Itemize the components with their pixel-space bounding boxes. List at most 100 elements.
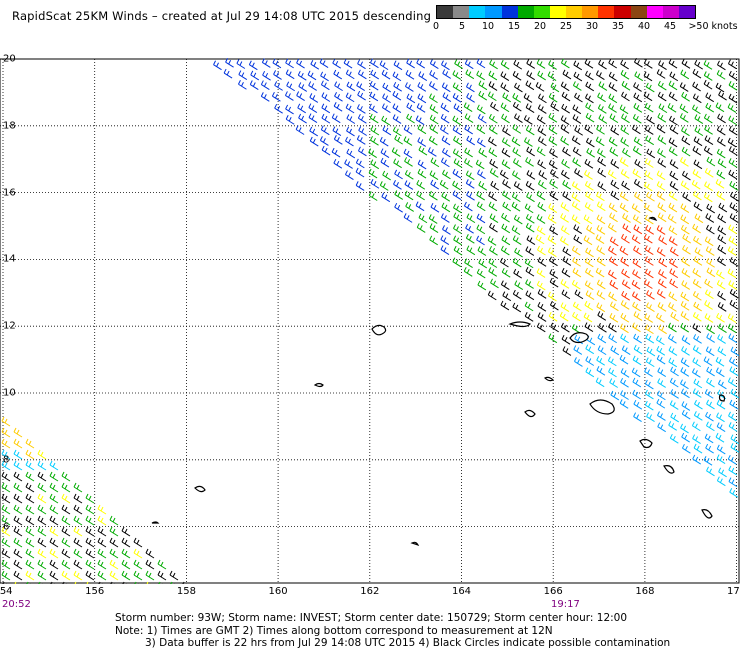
wind-barb xyxy=(657,135,667,145)
wind-barb xyxy=(61,504,71,515)
wind-barb xyxy=(597,167,607,178)
wind-barb xyxy=(717,334,726,344)
wind-barb xyxy=(728,422,738,432)
wind-barb xyxy=(706,377,715,388)
wind-barb xyxy=(668,291,678,302)
island xyxy=(410,541,420,547)
wind-barb xyxy=(657,302,667,312)
wind-barb xyxy=(370,159,380,170)
wind-barb xyxy=(502,291,512,302)
wind-barb xyxy=(727,137,737,148)
wind-barb xyxy=(669,400,679,410)
wind-barb xyxy=(309,93,319,103)
wind-barb xyxy=(549,179,558,189)
wind-barb xyxy=(658,324,667,335)
wind-barb xyxy=(644,245,654,255)
wind-barb xyxy=(394,202,403,213)
wind-barb xyxy=(621,268,630,279)
wind-barb xyxy=(85,570,95,581)
wind-barb xyxy=(669,258,678,269)
wind-barb xyxy=(511,201,521,212)
wind-barb xyxy=(727,59,737,70)
wind-barb xyxy=(333,69,343,80)
wind-barb xyxy=(538,170,548,180)
wind-barb xyxy=(428,135,438,146)
wind-barb xyxy=(110,581,115,584)
footer-storm-info: Storm number: 93W; Storm name: INVEST; S… xyxy=(115,612,628,624)
wind-barb xyxy=(49,493,59,504)
wind-barb xyxy=(657,202,667,213)
wind-barb xyxy=(466,93,475,103)
wind-barb xyxy=(308,81,317,91)
wind-barb xyxy=(453,135,462,146)
wind-barb xyxy=(730,388,740,399)
wind-barb xyxy=(549,148,558,158)
wind-barb xyxy=(368,148,377,159)
wind-barb xyxy=(573,345,583,355)
wind-barb xyxy=(561,103,570,114)
wind-barb xyxy=(441,135,451,146)
wind-barb xyxy=(717,244,727,255)
wind-barb xyxy=(525,103,535,114)
wind-barb xyxy=(716,169,726,180)
wind-barb xyxy=(381,192,391,203)
wind-barb xyxy=(728,81,738,91)
wind-barb xyxy=(715,432,725,443)
wind-barb xyxy=(453,158,463,168)
time-left: 20:52 xyxy=(2,599,31,610)
wind-barb xyxy=(644,170,654,180)
wind-barb xyxy=(693,235,702,246)
wind-barb xyxy=(145,570,155,581)
wind-barb xyxy=(560,202,570,212)
wind-barb xyxy=(511,136,521,147)
island xyxy=(524,409,536,418)
wind-barb xyxy=(416,223,426,233)
wind-barb xyxy=(585,367,595,378)
lon-label: 160 xyxy=(268,586,288,597)
wind-barb xyxy=(73,504,83,515)
wind-barb xyxy=(644,102,654,113)
wind-barb xyxy=(657,278,667,289)
lon-label: 162 xyxy=(360,586,380,597)
wind-barb xyxy=(550,169,559,179)
wind-barb xyxy=(466,190,475,201)
wind-barb xyxy=(692,291,702,301)
wind-barb xyxy=(465,69,475,80)
wind-barb xyxy=(656,345,666,356)
wind-barb xyxy=(691,368,701,378)
wind-barb xyxy=(536,190,546,201)
wind-barb xyxy=(595,136,605,147)
wind-barb xyxy=(321,145,331,156)
lat-label: 8 xyxy=(3,454,10,466)
wind-barb xyxy=(61,548,71,559)
time-right: 19:17 xyxy=(551,599,580,610)
wind-barb xyxy=(573,234,583,245)
wind-barb xyxy=(632,124,641,135)
wind-barb xyxy=(571,279,581,290)
wind-barb xyxy=(668,225,678,236)
wind-barb xyxy=(573,224,583,235)
wind-barb xyxy=(703,145,713,156)
wind-barb xyxy=(319,58,329,68)
wind-barb xyxy=(633,412,642,423)
wind-barb xyxy=(453,103,463,114)
wind-barb xyxy=(621,290,630,301)
wind-barb xyxy=(285,58,294,69)
wind-barb xyxy=(562,69,572,80)
wind-barb xyxy=(607,356,617,367)
wind-barb xyxy=(621,91,630,102)
wind-barb xyxy=(490,180,500,191)
wind-barb xyxy=(466,245,476,256)
wind-barb xyxy=(633,103,643,113)
wind-barb xyxy=(597,104,607,114)
wind-barb xyxy=(406,58,415,69)
wind-barb xyxy=(429,81,438,91)
wind-barb xyxy=(85,537,95,548)
wind-barb xyxy=(658,235,668,246)
wind-barb xyxy=(693,301,702,312)
wind-barb xyxy=(452,148,462,159)
wind-barb xyxy=(346,126,355,137)
wind-barb xyxy=(1,493,11,504)
wind-barb xyxy=(109,559,119,570)
wind-barb xyxy=(452,168,462,179)
